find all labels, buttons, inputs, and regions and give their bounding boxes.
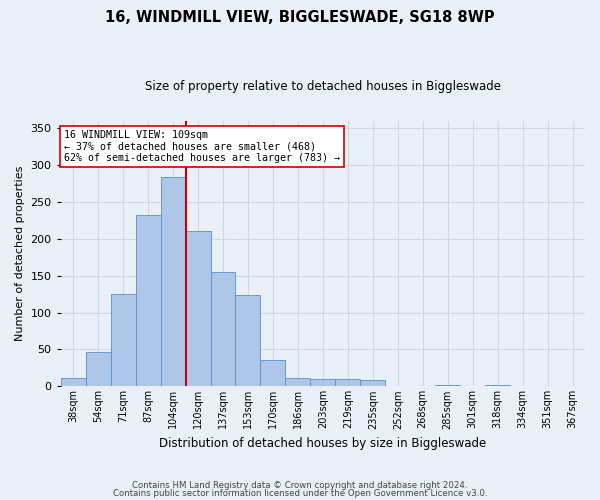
Bar — [485, 385, 510, 386]
Bar — [86, 352, 110, 386]
X-axis label: Distribution of detached houses by size in Biggleswade: Distribution of detached houses by size … — [159, 437, 487, 450]
Text: 16 WINDMILL VIEW: 109sqm
← 37% of detached houses are smaller (468)
62% of semi-: 16 WINDMILL VIEW: 109sqm ← 37% of detach… — [64, 130, 340, 164]
Bar — [211, 272, 235, 386]
Bar — [136, 215, 161, 386]
Bar — [361, 380, 385, 386]
Y-axis label: Number of detached properties: Number of detached properties — [15, 166, 25, 341]
Bar — [235, 295, 260, 386]
Bar — [61, 378, 86, 386]
Bar — [185, 230, 211, 386]
Bar — [310, 379, 335, 386]
Bar — [435, 385, 460, 386]
Text: 16, WINDMILL VIEW, BIGGLESWADE, SG18 8WP: 16, WINDMILL VIEW, BIGGLESWADE, SG18 8WP — [105, 10, 495, 25]
Bar — [161, 178, 185, 386]
Text: Contains public sector information licensed under the Open Government Licence v3: Contains public sector information licen… — [113, 488, 487, 498]
Title: Size of property relative to detached houses in Biggleswade: Size of property relative to detached ho… — [145, 80, 501, 93]
Bar — [260, 360, 286, 386]
Text: Contains HM Land Registry data © Crown copyright and database right 2024.: Contains HM Land Registry data © Crown c… — [132, 481, 468, 490]
Bar — [286, 378, 310, 386]
Bar — [110, 294, 136, 386]
Bar — [335, 379, 361, 386]
